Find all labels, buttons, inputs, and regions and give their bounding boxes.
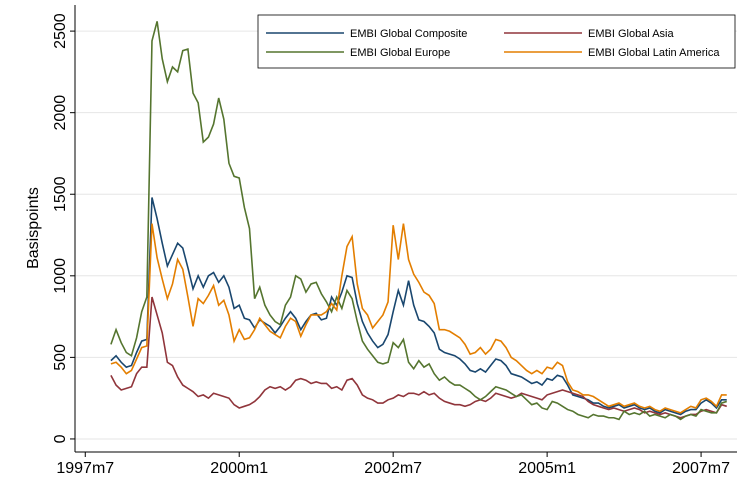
y-tick-label: 2500 — [52, 13, 69, 49]
x-tick-label: 2000m1 — [210, 460, 268, 477]
x-tick-label: 2005m1 — [518, 460, 576, 477]
legend-label: EMBI Global Asia — [588, 28, 674, 40]
y-axis-label: Basispoints — [25, 187, 42, 269]
plot-area — [75, 5, 737, 452]
y-tick-label: 0 — [52, 434, 69, 443]
y-tick-label: 2000 — [52, 95, 69, 131]
y-tick-label: 1000 — [52, 258, 69, 294]
legend-box — [257, 14, 736, 69]
x-tick-label: 2002m7 — [364, 460, 422, 477]
legend-label: EMBI Global Composite — [350, 28, 467, 40]
series-line — [110, 197, 727, 416]
legend-label: EMBI Global Latin America — [588, 47, 720, 59]
x-tick-label: 1997m7 — [56, 460, 114, 477]
x-tick-label: 2007m7 — [672, 460, 730, 477]
series-line — [110, 21, 727, 421]
y-tick-label: 500 — [52, 344, 69, 371]
legend-label: EMBI Global Europe — [350, 47, 450, 59]
series-line — [110, 223, 727, 414]
y-tick-label: 1500 — [52, 176, 69, 212]
